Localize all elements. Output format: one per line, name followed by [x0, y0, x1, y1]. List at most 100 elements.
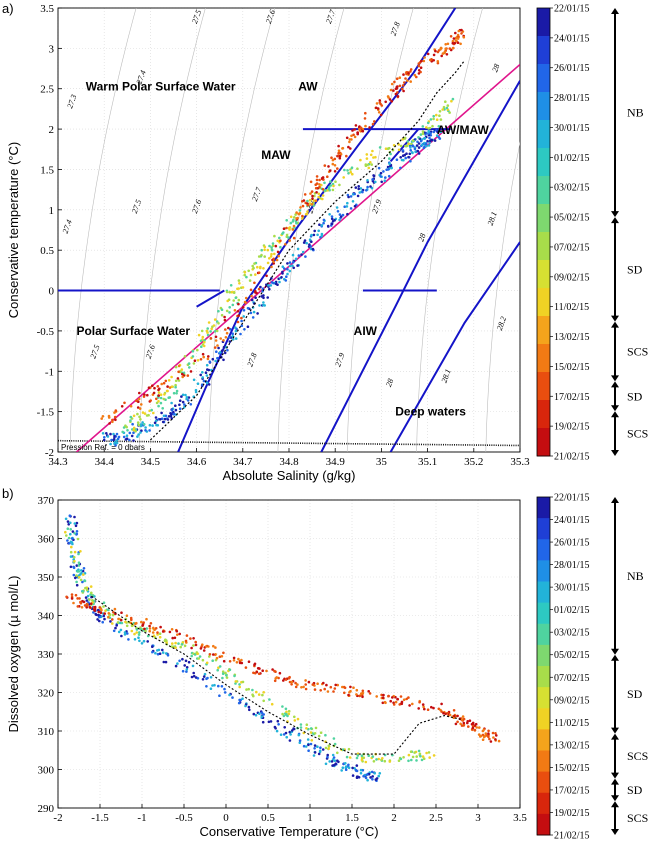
oxy-data-point	[309, 742, 313, 746]
oxy-data-point	[76, 537, 80, 541]
oxy-data-point	[425, 751, 428, 755]
oxy-data-point	[214, 653, 217, 657]
oxy-data-point	[304, 679, 307, 682]
oxy-data-point	[82, 573, 85, 576]
ts-data-point	[311, 197, 314, 200]
colorbar-segment	[537, 400, 550, 429]
ts-data-point	[242, 315, 245, 318]
ts-data-point	[254, 273, 257, 276]
ts-data-point	[257, 271, 261, 275]
ts-tick-label-y: 3.5	[40, 3, 54, 15]
ts-data-point	[217, 346, 220, 350]
oxy-data-point	[253, 671, 257, 675]
oxy-data-point	[492, 736, 495, 739]
oxy-data-point	[114, 626, 117, 630]
oxy-data-point	[313, 751, 317, 754]
ts-data-point	[224, 328, 227, 331]
ts-data-point	[240, 324, 244, 328]
oxy-data-point	[381, 757, 384, 760]
oxy-data-point	[86, 594, 90, 598]
ts-tick-label-y: 0.5	[40, 245, 54, 257]
oxy-data-point	[261, 669, 265, 672]
ts-data-point	[384, 176, 387, 179]
oxy-data-point	[115, 624, 118, 627]
ts-data-point	[178, 403, 181, 407]
oxy-data-point	[81, 589, 85, 593]
oxy-data-point	[296, 683, 299, 686]
oxy-data-point	[134, 622, 137, 625]
ts-data-point	[442, 105, 446, 109]
ts-data-point	[165, 389, 169, 393]
ts-data-point	[163, 393, 166, 396]
ts-data-point	[249, 311, 253, 315]
oxy-data-point	[135, 631, 138, 634]
ts-data-point	[451, 97, 455, 101]
ts-data-point	[451, 39, 455, 43]
ts-data-point	[349, 195, 353, 198]
oxy-data-point	[148, 624, 151, 628]
oxy-data-point	[333, 759, 337, 762]
oxy-data-point	[427, 751, 431, 754]
ts-data-point	[262, 267, 265, 270]
colorbar-date-label: 09/02/15	[554, 272, 590, 283]
ts-data-point	[366, 163, 369, 167]
colorbar-segment	[537, 518, 550, 540]
oxy-data-point	[151, 631, 155, 634]
oxy-data-point	[276, 719, 280, 723]
oxy-data-point	[80, 569, 83, 572]
oxy-data-point	[77, 552, 80, 556]
ts-data-point	[308, 198, 312, 202]
oxy-data-point	[305, 723, 309, 726]
ts-data-point	[437, 136, 441, 139]
oxy-plot-frame	[57, 499, 521, 809]
ts-data-point	[322, 221, 325, 225]
ts-data-point	[417, 69, 421, 72]
ts-tick-label-y: 0	[49, 286, 55, 298]
oxy-data-point	[426, 708, 430, 711]
ts-data-point	[250, 298, 254, 302]
ts-data-point	[158, 418, 162, 421]
ts-data-point	[240, 319, 243, 323]
ts-data-point	[320, 232, 324, 236]
colorbar-segment	[537, 729, 550, 751]
oxy-data-point	[287, 712, 291, 716]
oxy-data-point	[69, 521, 72, 525]
oxy-data-point	[311, 683, 315, 686]
ts-data-point	[294, 213, 297, 216]
oxy-data-point	[75, 583, 79, 587]
ts-data-point	[138, 415, 141, 419]
oxy-data-point	[265, 669, 268, 673]
ts-data-point	[438, 114, 441, 117]
colorbar-date-label: 11/02/15	[554, 718, 589, 729]
oxy-data-point	[258, 712, 261, 715]
ts-data-point	[296, 247, 300, 251]
ts-data-point	[327, 165, 330, 168]
ts-data-point	[166, 418, 170, 421]
oxy-data-point	[409, 750, 413, 753]
oxy-data-point	[72, 573, 76, 577]
oxy-data-point	[334, 683, 338, 687]
ts-data-point	[430, 58, 433, 61]
oxy-data-point	[220, 685, 224, 688]
ts-data-point	[288, 226, 292, 229]
oxy-data-point	[137, 636, 140, 639]
oxy-data-point	[364, 760, 368, 764]
ts-data-point	[446, 42, 450, 46]
oxy-data-point	[310, 739, 314, 742]
colorbar-date-label: 05/02/15	[554, 213, 590, 224]
ts-data-point	[153, 386, 156, 390]
oxy-data-point	[196, 652, 199, 655]
oxy-data-point	[313, 732, 317, 735]
ts-data-point	[271, 242, 275, 245]
oxy-data-point	[325, 683, 328, 687]
oxy-data-point	[181, 669, 185, 673]
ts-data-point	[252, 266, 255, 270]
oxy-data-point	[84, 596, 88, 599]
ts-data-point	[388, 162, 391, 165]
oxy-data-point	[66, 527, 70, 530]
oxy-data-point	[411, 702, 414, 706]
ts-data-point	[121, 430, 124, 434]
ts-data-point	[249, 273, 253, 277]
oxy-data-point	[377, 757, 381, 761]
colorbar-date-label: 30/01/15	[554, 583, 590, 594]
